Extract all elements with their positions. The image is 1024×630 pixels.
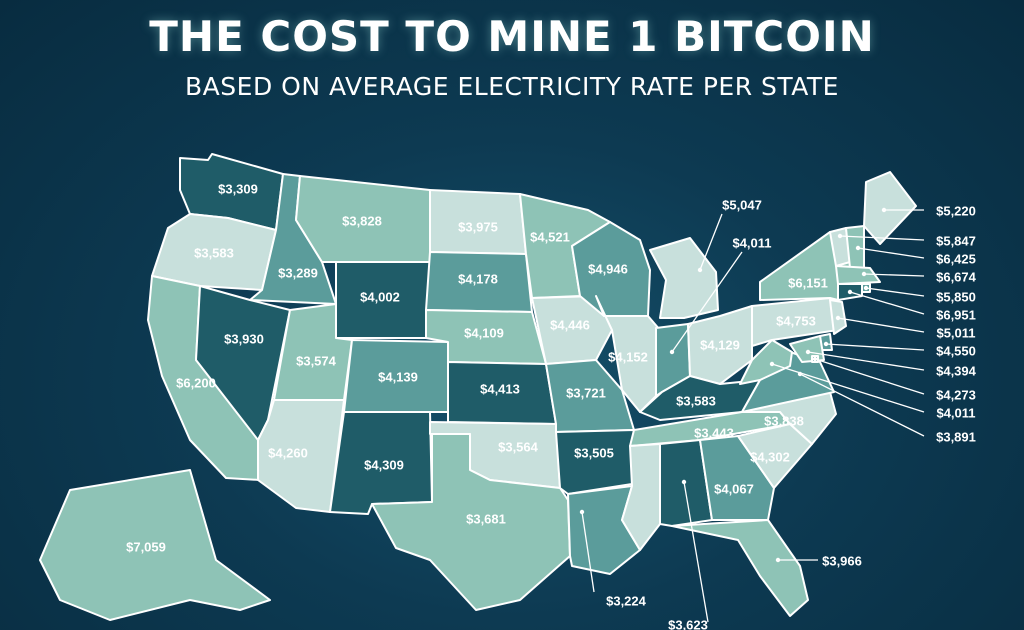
leader-line-vt (839, 235, 925, 241)
state-nh (845, 225, 865, 269)
cost-label-ct: $6,951 (936, 307, 976, 322)
cost-label-in: $4,011 (732, 235, 771, 250)
cost-label-sc: $4,302 (750, 449, 790, 464)
state-wi (571, 221, 651, 317)
callout-leader-lines (579, 207, 925, 623)
state-ga (699, 435, 775, 521)
state-or (151, 213, 277, 291)
leader-line-la (581, 511, 595, 593)
leader-line-in (671, 251, 743, 353)
cost-label-ga: $4,067 (714, 481, 754, 496)
state-ak (39, 469, 271, 621)
cost-label-wa: $3,309 (218, 181, 258, 196)
cost-label-nh: $6,425 (936, 251, 976, 266)
leader-dot-md (805, 349, 811, 355)
cost-label-il: $4,152 (608, 349, 648, 364)
cost-label-id: $3,289 (278, 265, 318, 280)
cost-label-ny: $6,151 (788, 275, 828, 290)
cost-label-ak: $7,059 (126, 539, 166, 554)
leader-dot-dc (812, 356, 818, 362)
cost-label-la: $3,224 (606, 593, 647, 608)
cost-label-co: $4,139 (378, 369, 418, 384)
state-tx (371, 433, 571, 611)
leader-line-ma (863, 273, 925, 277)
leader-line-ct (849, 291, 925, 315)
page-subtitle: BASED ON AVERAGE ELECTRICITY RATE PER ST… (185, 72, 839, 101)
cost-label-tx: $3,681 (466, 511, 506, 526)
cost-label-sd: $4,178 (458, 271, 498, 286)
state-mi (649, 237, 719, 319)
cost-label-ar: $3,505 (574, 445, 614, 460)
leader-dot-la (579, 509, 585, 515)
cost-label-ok: $3,564 (498, 439, 539, 454)
state-me (863, 171, 917, 245)
state-fl (671, 519, 809, 617)
cost-label-ky: $3,583 (676, 393, 716, 408)
cost-label-ut: $3,574 (296, 353, 337, 368)
leader-dot-fl (775, 557, 781, 563)
cost-label-fl: $3,966 (822, 553, 862, 568)
cost-label-md: $4,394 (936, 363, 977, 378)
cost-label-nj: $5,011 (936, 325, 975, 340)
cost-label-nd: $3,975 (458, 219, 498, 234)
leader-dot-ri (863, 285, 869, 291)
leader-dot-al (681, 479, 687, 485)
cost-label-va: $3,891 (936, 429, 976, 444)
state-shapes (39, 153, 917, 621)
cost-label-wy: $4,002 (360, 289, 400, 304)
state-al (659, 439, 713, 527)
leader-line-dc (814, 358, 925, 395)
cost-label-nm: $4,309 (364, 457, 404, 472)
state-ar (555, 429, 635, 495)
cost-label-mt: $3,828 (342, 213, 382, 228)
cost-label-me: $5,220 (936, 203, 976, 218)
cost-label-al: $3,623 (668, 617, 708, 630)
leader-line-al (683, 481, 709, 623)
leader-dot-vt (837, 233, 843, 239)
leader-dot-ct (847, 289, 853, 295)
leader-dot-me (881, 207, 887, 213)
cost-label-wv: $4,011 (936, 405, 975, 420)
leader-line-de (825, 343, 925, 351)
cost-label-mn: $4,521 (530, 229, 570, 244)
cost-label-ri: $5,850 (936, 289, 976, 304)
cost-label-ia: $4,446 (550, 317, 590, 332)
leader-line-ri (865, 287, 925, 297)
cost-label-ca: $6,200 (176, 375, 216, 390)
cost-label-pa: $4,753 (776, 313, 816, 328)
cost-label-ne: $4,109 (464, 325, 504, 340)
leader-dot-ma (861, 271, 867, 277)
cost-label-tn: $3,443 (694, 425, 734, 440)
cost-label-mi: $5,047 (722, 197, 762, 212)
leader-line-nh (857, 247, 925, 259)
cost-label-or: $3,583 (194, 245, 234, 260)
cost-label-az: $4,260 (268, 445, 308, 460)
cost-label-wi: $4,946 (588, 261, 628, 276)
state-ma (835, 265, 881, 285)
leader-dot-in (669, 349, 675, 355)
cost-label-dc: $4,273 (936, 387, 976, 402)
cost-label-mo: $3,721 (566, 385, 606, 400)
cost-label-oh: $4,129 (700, 337, 740, 352)
leader-dot-nh (855, 245, 861, 251)
cost-label-nv: $3,930 (224, 331, 264, 346)
state-cost-labels: $3,309 $3,583 $6,200 $3,289 $3,930 $3,828 $4,0… (126, 181, 977, 630)
cost-label-de: $4,550 (936, 343, 976, 358)
cost-label-ks: $4,413 (480, 381, 520, 396)
leader-line-mi (699, 213, 723, 271)
leader-line-va (799, 373, 925, 437)
leader-dot-nj (835, 315, 841, 321)
cost-label-vt: $5,847 (936, 233, 976, 248)
leader-line-md (807, 351, 925, 371)
leader-line-wv (771, 363, 925, 413)
cost-label-ma: $6,674 (936, 269, 977, 284)
leader-dot-de (823, 341, 829, 347)
state-az (257, 399, 345, 513)
leader-dot-mi (697, 267, 703, 273)
leader-line-nj (837, 317, 925, 333)
page-title: THE COST TO MINE 1 BITCOIN (149, 12, 875, 61)
cost-label-nc: $3,838 (764, 413, 804, 428)
leader-dot-wv (769, 361, 775, 367)
